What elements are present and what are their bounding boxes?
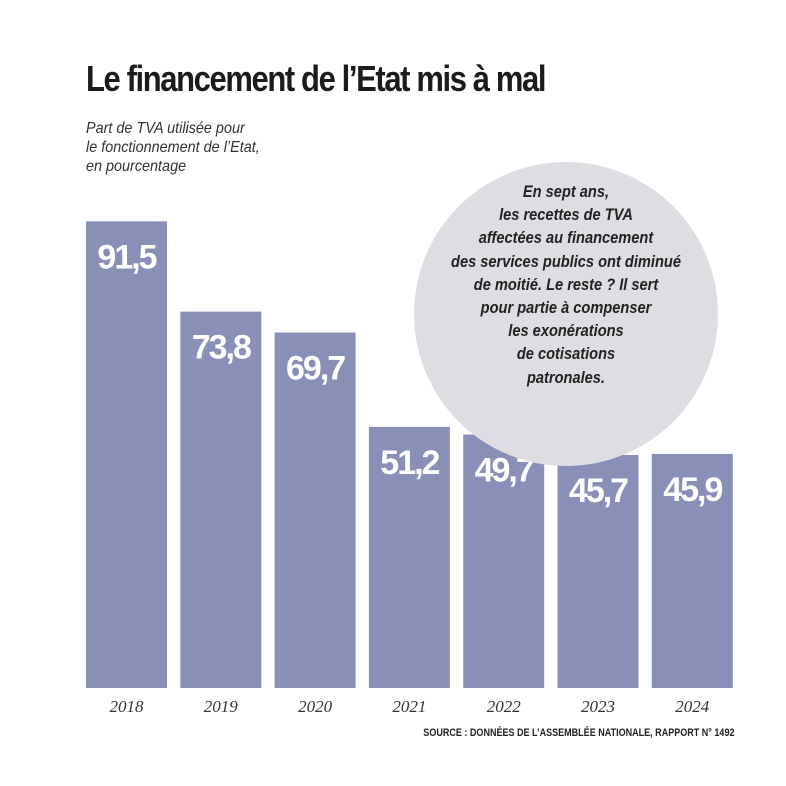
- callout-text: En sept ans, les recettes de TVA affecté…: [414, 180, 718, 389]
- subtitle-line: le fonctionnement de l’Etat,: [86, 139, 260, 156]
- x-tick-label: 2024: [675, 697, 710, 716]
- callout-line: des services publics ont diminué: [451, 251, 681, 271]
- x-tick-label: 2018: [110, 697, 145, 716]
- x-tick-label: 2020: [298, 697, 333, 716]
- bar-value-label: 91,5: [97, 238, 156, 276]
- bar: [557, 454, 639, 688]
- callout-line: les exonérations: [508, 321, 624, 341]
- chart-subtitle: Part de TVA utilisée pour le fonctionnem…: [86, 119, 260, 176]
- callout-line: affectées au financement: [478, 228, 654, 248]
- callout-line: patronales.: [526, 367, 605, 387]
- subtitle-line: Part de TVA utilisée pour: [86, 120, 245, 137]
- callout-line: En sept ans,: [522, 182, 610, 201]
- bar: [86, 221, 167, 688]
- bar: [180, 311, 262, 688]
- bar: [368, 426, 450, 688]
- bars-layer: 91,5201873,8201969,7202051,2202149,72022…: [86, 221, 733, 716]
- bar-value-label: 51,2: [380, 444, 439, 482]
- chart-title: Le financement de l’Etat mis à mal: [86, 58, 546, 99]
- x-tick-label: 2023: [581, 697, 615, 716]
- x-tick-label: 2022: [487, 697, 522, 716]
- bar: [651, 453, 733, 688]
- bar: [463, 434, 545, 688]
- bar-value-label: 69,7: [286, 350, 345, 388]
- source-note: SOURCE : DONNÉES DE L’ASSEMBLÉE NATIONAL…: [422, 727, 734, 739]
- callout-line: pour partie à compenser: [480, 298, 652, 318]
- x-tick-label: 2019: [204, 697, 239, 716]
- subtitle-line: en pourcentage: [86, 158, 187, 175]
- callout-line: de moitié. Le reste ? Il sert: [473, 274, 659, 294]
- bar: [274, 332, 356, 688]
- bar-value-label: 45,7: [569, 472, 628, 510]
- x-tick-label: 2021: [392, 697, 426, 716]
- bar-value-label: 45,9: [663, 471, 722, 509]
- callout-line: les recettes de TVA: [499, 205, 633, 225]
- bar-value-label: 73,8: [192, 329, 251, 367]
- callout-line: de cotisations: [516, 344, 616, 364]
- callout-bubble: [414, 162, 718, 466]
